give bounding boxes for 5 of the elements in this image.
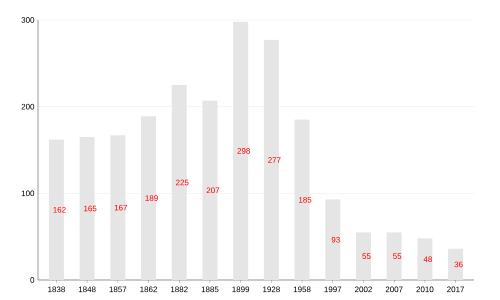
bar <box>356 232 371 280</box>
bar <box>417 238 432 280</box>
bar <box>386 232 402 280</box>
bar <box>325 199 340 280</box>
bar <box>448 248 464 280</box>
